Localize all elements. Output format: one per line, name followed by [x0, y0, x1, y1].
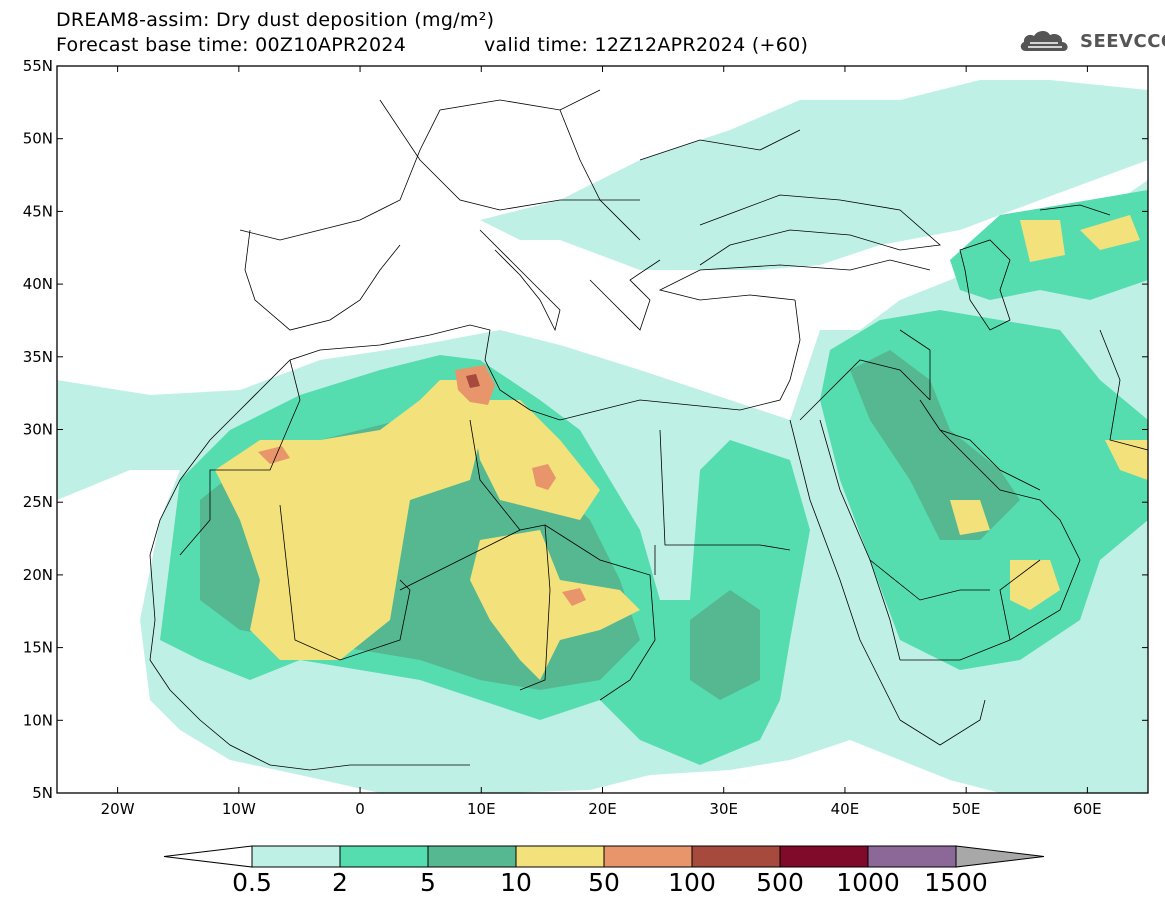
caspian-sea	[959, 239, 1011, 331]
dust-level-5-iraq	[850, 350, 1020, 540]
lon-tick-label: 60E	[1073, 800, 1102, 818]
lat-tick-label: 10N	[23, 711, 53, 729]
horn-coast	[899, 699, 986, 746]
border-2	[279, 504, 411, 661]
dust-level-10-iran	[1105, 440, 1148, 480]
colorbar-label: 500	[756, 868, 804, 897]
colorbar-label: 100	[668, 868, 716, 897]
latitude-axis: 55N 50N 45N 40N 35N 30N 25N 20N 15N 10N 5N	[23, 57, 1148, 802]
colorbar-label: 0.5	[232, 868, 272, 897]
colorbar-segment	[603, 845, 693, 868]
dust-level-10-kaz	[1020, 220, 1065, 262]
greece-coast	[589, 259, 661, 331]
north-africa-coast	[149, 324, 791, 556]
lon-tick-label: 10E	[467, 800, 496, 818]
border-8	[799, 359, 931, 421]
dust-level-50-chad	[562, 588, 586, 606]
valid-time: valid time: 12Z12APR2024 (+60)	[484, 34, 809, 56]
lon-tick-label: 30E	[709, 800, 738, 818]
dust-level-5-sudan	[690, 590, 760, 700]
seevccc-logo: SEEVCCC	[1018, 27, 1165, 55]
colorbar-segment	[427, 845, 517, 868]
border-14	[559, 109, 641, 241]
lon-tick-label: 50E	[952, 800, 981, 818]
lat-tick-label: 5N	[32, 784, 53, 802]
colorbar: 0.5 2 5 10 50 100 500 1000 1500	[163, 845, 1045, 897]
colorbar-min-extension	[163, 845, 253, 868]
colorbar-label: 2	[332, 868, 348, 897]
lat-tick-label: 15N	[23, 639, 53, 657]
colorbar-label: 50	[588, 868, 620, 897]
border-15	[639, 129, 801, 161]
lat-tick-label: 30N	[23, 421, 53, 439]
levant-coast	[789, 299, 801, 381]
dust-level-0.5-europe	[480, 80, 1148, 270]
lat-tick-label: 55N	[23, 57, 53, 75]
map-title: DREAM8-assim: Dry dust deposition (mg/m²…	[56, 9, 495, 31]
italy-coast	[479, 229, 561, 332]
border-12	[1099, 329, 1148, 451]
lon-tick-label: 10W	[222, 800, 256, 818]
colorbar-segment	[515, 845, 605, 868]
longitude-axis: 20W 10W 0 10E 20E 30E 40E 50E 60E	[101, 66, 1102, 818]
dust-level-50-libya	[532, 464, 556, 490]
turkey-coast	[658, 259, 931, 301]
colorbar-segment	[251, 845, 341, 868]
aral-region	[1039, 204, 1111, 216]
colorbar-label: 5	[420, 868, 436, 897]
arabia-coast	[900, 399, 1081, 661]
lat-tick-label: 35N	[23, 348, 53, 366]
lon-tick-label: 40E	[831, 800, 860, 818]
border-4	[469, 419, 521, 531]
dust-level-10-kaz2	[1080, 215, 1140, 250]
dust-deposition-field	[57, 80, 1148, 793]
persian-gulf	[939, 429, 1041, 491]
map-area	[57, 66, 1148, 793]
cloud-icon	[1020, 30, 1068, 51]
iberia-coast	[244, 229, 401, 331]
dust-level-10-oman	[1010, 560, 1060, 610]
colorbar-label: 1500	[924, 868, 988, 897]
dust-level-100-tunisia	[466, 374, 480, 388]
colorbar-segment	[779, 845, 869, 868]
logo-text: SEEVCCC	[1080, 30, 1165, 52]
border-5	[544, 524, 656, 701]
lat-tick-label: 20N	[23, 566, 53, 584]
coastlines-and-borders	[149, 89, 1148, 771]
colorbar-segment	[691, 845, 781, 868]
lat-tick-label: 25N	[23, 493, 53, 511]
lon-tick-label: 20W	[101, 800, 135, 818]
dust-level-10-uae	[950, 500, 990, 535]
dust-level-10-chad	[470, 530, 640, 680]
dust-level-50-algeria	[258, 446, 290, 464]
colorbar-segment	[339, 845, 429, 868]
colorbar-max-extension	[955, 845, 1045, 868]
lon-tick-label: 20E	[588, 800, 617, 818]
red-sea-west	[789, 419, 901, 721]
lat-tick-label: 50N	[23, 130, 53, 148]
border-10	[999, 559, 1041, 641]
lat-tick-label: 45N	[23, 202, 53, 220]
border-13	[379, 99, 640, 211]
border-11	[899, 329, 931, 400]
border-9	[869, 559, 990, 601]
colorbar-label: 10	[500, 868, 532, 897]
forecast-base-time: Forecast base time: 00Z10APR2024	[56, 34, 407, 56]
black-sea	[699, 194, 941, 266]
colorbar-label: 1000	[836, 868, 900, 897]
border-1	[179, 359, 301, 556]
border-6	[659, 429, 791, 551]
europe-coast	[239, 89, 601, 241]
colorbar-segment	[867, 845, 957, 868]
west-africa-coast	[149, 554, 470, 771]
lat-tick-label: 40N	[23, 275, 53, 293]
lon-tick-label: 0	[355, 800, 365, 818]
dust-level-10-libya	[470, 400, 600, 520]
